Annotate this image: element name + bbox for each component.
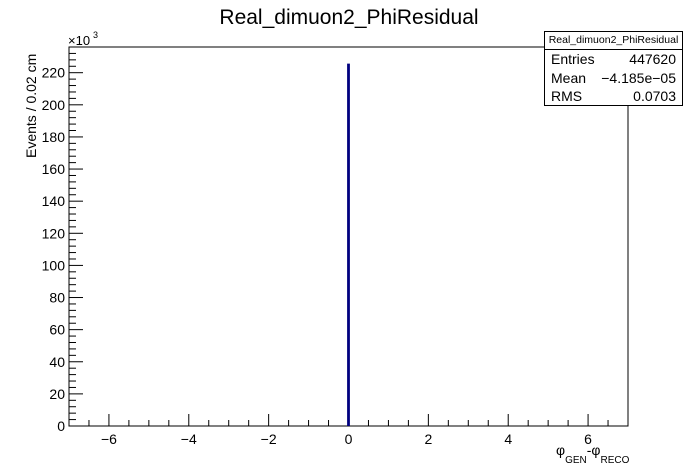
y-multiplier-text: ×10: [68, 33, 90, 48]
x-axis-label-text: φGEN-φRECO: [556, 442, 630, 466]
x-axis-label: φGEN-φRECO: [556, 442, 630, 466]
y-tick-label: 60: [49, 322, 65, 338]
stats-value: 447620: [629, 51, 676, 67]
y-axis: 0 20 40 60 80 100 120 140 160 180 200 220: [42, 46, 83, 434]
y-axis-label: Events / 0.02 cm: [23, 54, 39, 158]
chart-title: Real_dimuon2_PhiResidual: [219, 6, 478, 29]
y-tick-label: 120: [42, 225, 66, 241]
stats-label: Mean: [551, 69, 587, 86]
histogram-bin: [347, 63, 350, 426]
x-tick-label: −4: [181, 431, 197, 447]
stats-row-rms: RMS 0.0703: [545, 87, 682, 106]
stats-row-mean: Mean −4.185e−05: [545, 69, 682, 88]
x-tick-label: −2: [261, 431, 277, 447]
y-tick-label: 0: [57, 418, 65, 434]
stats-value: −4.185e−05: [601, 69, 676, 86]
y-tick-label: 80: [49, 290, 65, 306]
y-tick-label: 220: [42, 65, 66, 81]
y-tick-label: 100: [42, 257, 66, 273]
y-tick-label: 20: [49, 386, 65, 402]
stats-row-entries: Entries 447620: [545, 50, 682, 69]
x-tick-label: −6: [101, 431, 117, 447]
y-tick-label: 180: [42, 129, 66, 145]
stats-label: Entries: [551, 51, 595, 67]
x-tick-label: 0: [345, 431, 353, 447]
x-tick-label: 4: [504, 431, 512, 447]
y-tick-label: 160: [42, 161, 66, 177]
y-tick-label: 200: [42, 97, 66, 113]
histogram-bins: [347, 63, 350, 426]
x-tick-label: 2: [424, 431, 432, 447]
y-multiplier-exponent: 3: [93, 30, 98, 40]
stats-label: RMS: [551, 88, 583, 104]
stats-box: Real_dimuon2_PhiResidual Entries 447620 …: [544, 31, 683, 106]
x-axis: −6 −4 −2 0 2 4 6: [68, 414, 629, 447]
stats-value: 0.0703: [633, 88, 676, 104]
stats-title: Real_dimuon2_PhiResidual: [545, 32, 682, 50]
y-tick-label: 140: [42, 193, 66, 209]
x-tick-label: 6: [584, 431, 592, 447]
y-tick-label: 40: [49, 354, 65, 370]
y-multiplier-label: ×10 3: [68, 30, 98, 48]
